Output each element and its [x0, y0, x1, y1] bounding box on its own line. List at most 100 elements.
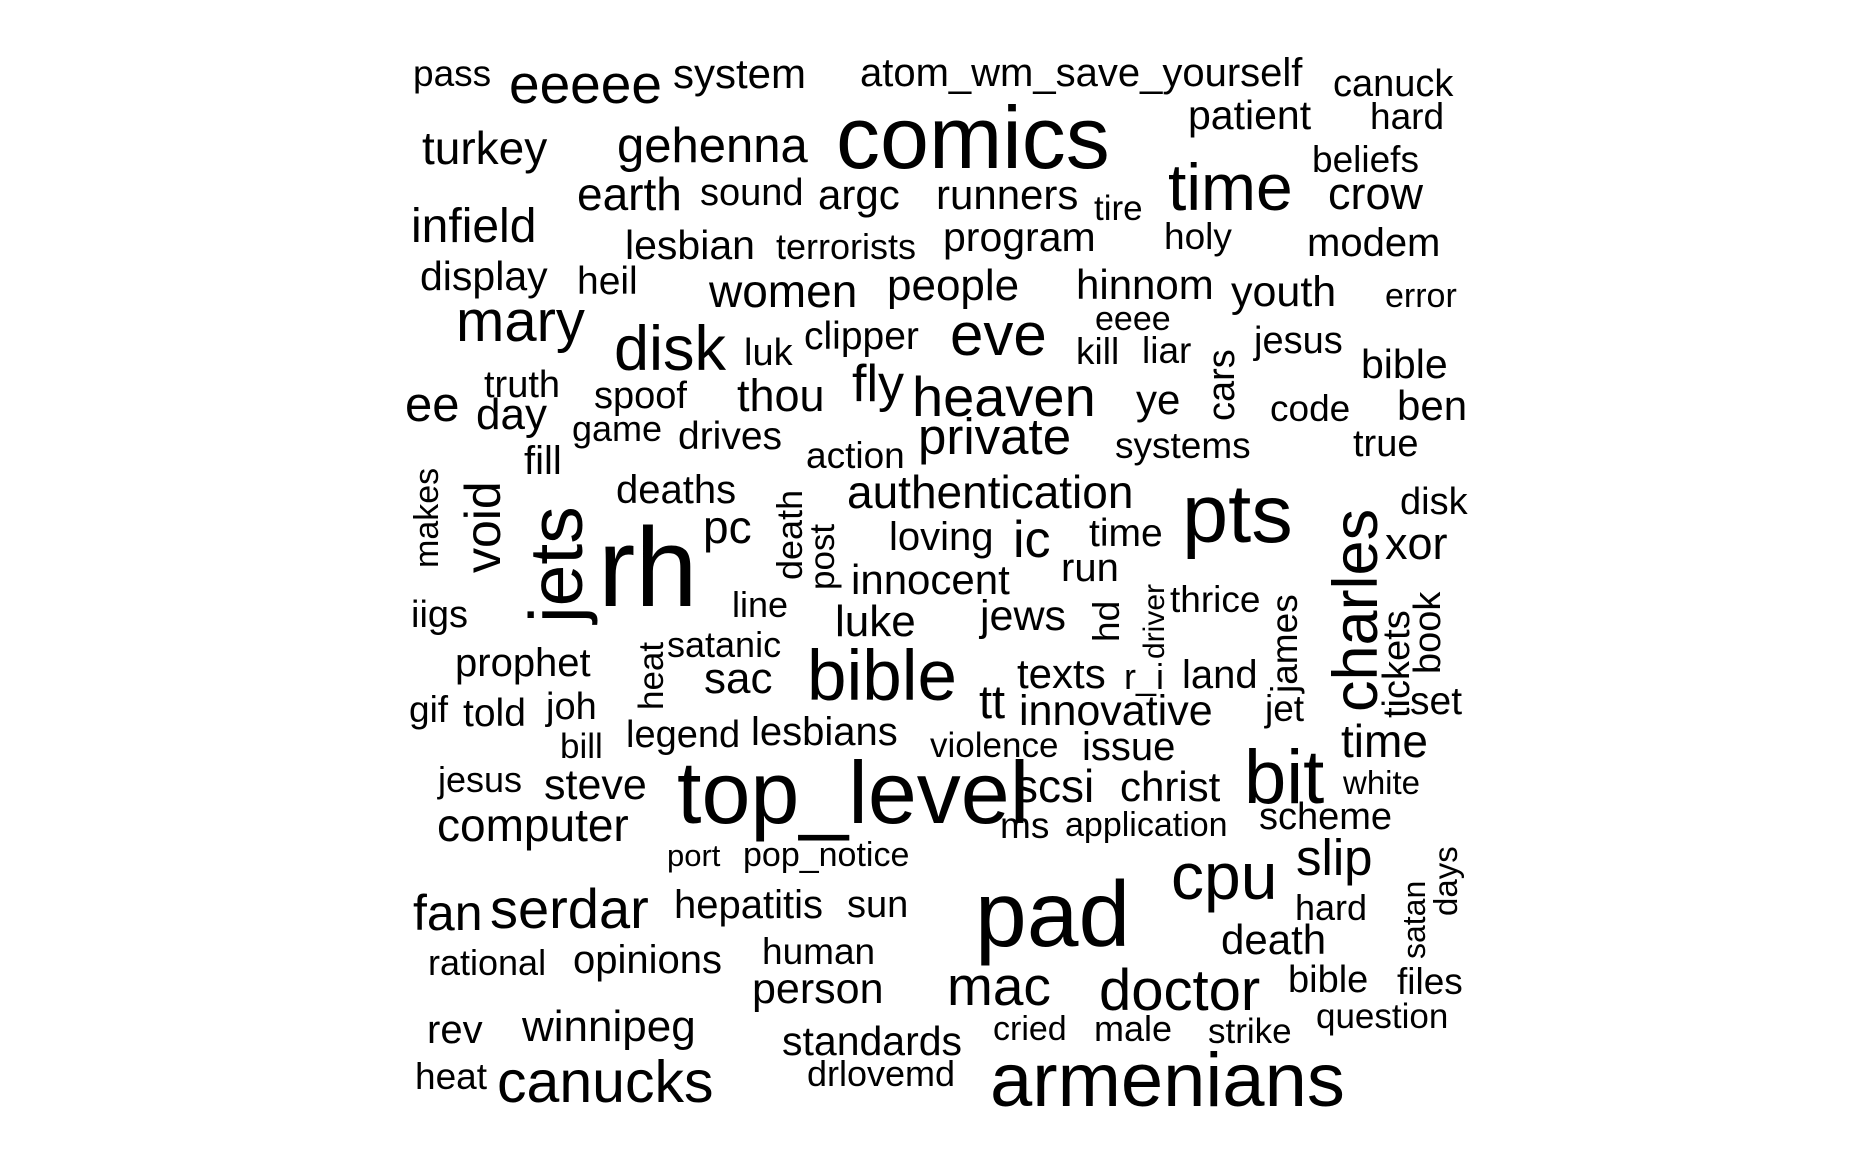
word-infield: infield: [411, 200, 536, 253]
word-human: human: [762, 931, 875, 972]
word-argc: argc: [818, 171, 900, 218]
word-time: time: [1089, 512, 1163, 555]
word-pass: pass: [413, 53, 491, 94]
word-luke: luke: [835, 597, 916, 646]
word-hard: hard: [1370, 96, 1444, 137]
word-question: question: [1316, 997, 1448, 1036]
word-jesus: jesus: [1253, 320, 1343, 362]
word-modem: modem: [1307, 221, 1440, 265]
word-bible: bible: [807, 637, 957, 716]
word-jets: jets: [514, 506, 598, 625]
word-disk: disk: [1400, 481, 1469, 523]
word-issue: issue: [1082, 725, 1175, 769]
word-clipper: clipper: [804, 315, 919, 358]
word-heaven: heaven: [912, 365, 1096, 428]
word-thrice: thrice: [1170, 579, 1260, 620]
word-james: james: [1264, 594, 1305, 694]
word-top-level: top_level: [677, 743, 1029, 842]
word-drlovemd: drlovemd: [807, 1053, 955, 1094]
word-slip: slip: [1296, 829, 1373, 886]
word-person: person: [752, 965, 883, 1013]
word-iigs: iigs: [411, 594, 468, 636]
word-satanic: satanic: [667, 624, 781, 665]
word-luk: luk: [744, 332, 794, 374]
word-cried: cried: [993, 1010, 1067, 1048]
word-crow: crow: [1328, 168, 1424, 219]
word-fly: fly: [852, 355, 904, 413]
word-gif: gif: [409, 689, 449, 730]
word-port: port: [667, 838, 721, 873]
word-white: white: [1342, 764, 1420, 801]
word-atom-wm-save-yourself: atom_wm_save_yourself: [860, 51, 1303, 95]
word-liar: liar: [1142, 330, 1191, 371]
word-bit: bit: [1244, 735, 1324, 820]
word-hinnom: hinnom: [1076, 261, 1214, 308]
word-time: time: [1168, 150, 1293, 224]
word-beliefs: beliefs: [1312, 139, 1419, 180]
word-lesbian: lesbian: [625, 222, 755, 268]
word-scsi: scsi: [1015, 760, 1094, 812]
word-error: error: [1385, 277, 1457, 315]
word-ye: ye: [1136, 376, 1180, 423]
word-scheme: scheme: [1259, 796, 1392, 838]
word-time: time: [1341, 715, 1428, 767]
word-death: death: [1221, 916, 1326, 963]
word-innovative: innovative: [1019, 687, 1213, 735]
word-book: book: [1407, 591, 1449, 674]
word-run: run: [1061, 546, 1119, 590]
word-hard: hard: [1295, 887, 1367, 928]
word-male: male: [1094, 1008, 1172, 1049]
word-tickets: tickets: [1376, 610, 1418, 718]
word-kill: kill: [1076, 331, 1119, 372]
word-eeeee: eeeee: [509, 53, 662, 115]
word-true: true: [1353, 423, 1418, 465]
word-canuck: canuck: [1333, 63, 1454, 105]
word-files: files: [1397, 961, 1463, 1002]
word-satan: satan: [1396, 881, 1432, 959]
word-eve: eve: [950, 301, 1047, 368]
word-hd: hd: [1086, 601, 1127, 642]
word-women: women: [708, 265, 857, 317]
word-game: game: [572, 408, 662, 449]
word-thou: thou: [737, 370, 825, 421]
word-private: private: [918, 408, 1071, 465]
word-rh: rh: [598, 505, 698, 630]
word-serdar: serdar: [490, 877, 649, 940]
word-death: death: [769, 490, 810, 580]
word-r-i: r_i: [1124, 656, 1164, 697]
word-bible: bible: [1288, 959, 1368, 1001]
word-canucks: canucks: [497, 1049, 713, 1115]
word-doctor: doctor: [1099, 958, 1260, 1023]
word-land: land: [1182, 653, 1258, 697]
word-standards: standards: [782, 1018, 962, 1064]
word-texts: texts: [1017, 650, 1106, 697]
word-hepatitis: hepatitis: [674, 883, 823, 927]
word-application: application: [1065, 806, 1228, 844]
word-cpu: cpu: [1171, 839, 1277, 913]
word-tire: tire: [1094, 189, 1143, 228]
word-xor: xor: [1385, 518, 1448, 569]
word-armenians: armenians: [990, 1038, 1345, 1123]
word-legend: legend: [626, 714, 740, 756]
word-computer: computer: [437, 799, 629, 851]
word-patient: patient: [1188, 92, 1312, 138]
word-pad: pad: [975, 862, 1130, 966]
word-people: people: [887, 261, 1019, 310]
word-charles: charles: [1321, 509, 1391, 712]
word-truth: truth: [484, 364, 560, 406]
word-heat: heat: [415, 1056, 488, 1097]
word-jews: jews: [978, 592, 1066, 640]
word-pc: pc: [703, 501, 752, 553]
word-youth: youth: [1231, 268, 1336, 316]
word-code: code: [1270, 388, 1350, 429]
word-holy: holy: [1164, 216, 1232, 257]
word-winnipeg: winnipeg: [521, 1002, 696, 1051]
word-post: post: [803, 524, 842, 590]
word-system: system: [673, 50, 806, 97]
word-systems: systems: [1115, 425, 1251, 466]
word-mary: mary: [456, 289, 585, 354]
word-bill: bill: [560, 727, 603, 766]
word-terrorists: terrorists: [776, 226, 916, 267]
word-earth: earth: [577, 168, 682, 220]
word-rev: rev: [427, 1008, 483, 1052]
